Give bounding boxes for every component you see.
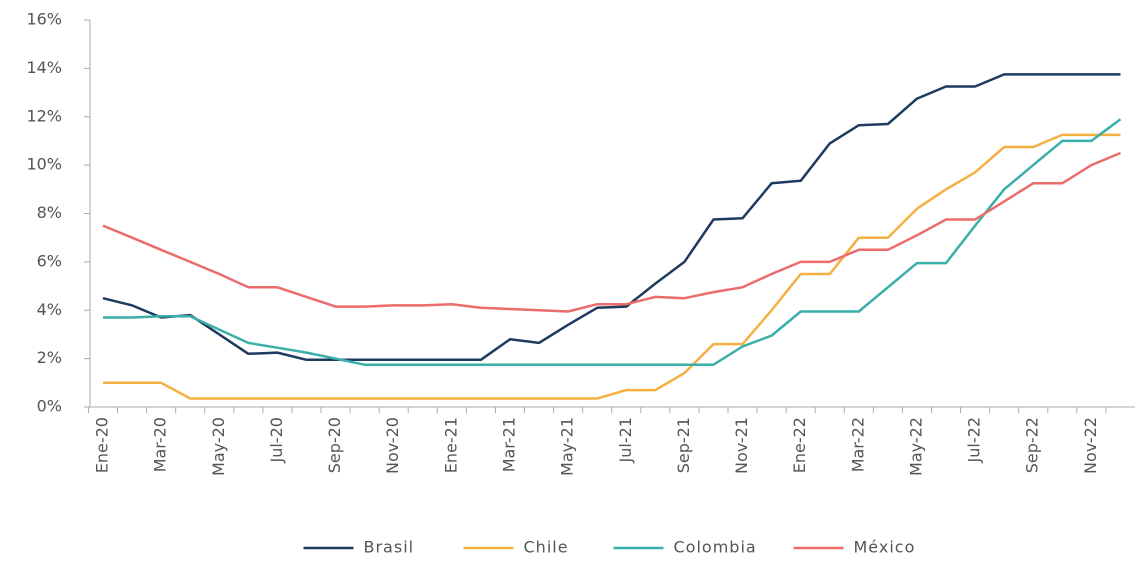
series-line (103, 118, 1122, 366)
legend-label: Colombia (674, 538, 757, 557)
x-tick-label: Ene-22 (790, 417, 809, 473)
y-tick-label: 14% (26, 58, 62, 77)
x-tick-label: Jul-21 (616, 417, 635, 463)
y-tick-label: 10% (26, 155, 62, 174)
y-tick-label: 4% (37, 300, 62, 319)
x-tick-label: Ene-20 (93, 417, 112, 473)
x-tick-label: Sep-20 (325, 417, 344, 473)
y-tick-label: 0% (37, 397, 62, 416)
y-tick-label: 12% (26, 106, 62, 125)
series-line (103, 133, 1121, 400)
x-tick-label: Jul-22 (965, 417, 984, 463)
x-tick-label: Ene-21 (441, 417, 460, 473)
x-tick-label: Mar-20 (151, 417, 170, 472)
x-tick-label: Sep-21 (674, 417, 693, 473)
legend-label: Brasil (364, 538, 415, 557)
series-line (102, 151, 1121, 313)
x-tick-label: Nov-20 (383, 417, 402, 474)
x-tick-label: Nov-21 (732, 417, 751, 474)
x-tick-label: Jul-20 (267, 417, 286, 463)
x-tick-label: May-21 (558, 417, 577, 476)
y-tick-label: 16% (26, 10, 62, 29)
x-tick-label: Sep-22 (1023, 417, 1042, 473)
legend-label: México (854, 538, 916, 557)
y-tick-label: 8% (37, 203, 62, 222)
y-tick-label: 6% (37, 251, 62, 270)
x-tick-label: May-20 (209, 417, 228, 476)
series-line (102, 73, 1121, 362)
x-tick-label: Mar-21 (499, 417, 518, 472)
legend-label: Chile (524, 538, 569, 557)
x-tick-label: Nov-22 (1081, 417, 1100, 474)
x-tick-label: Mar-22 (848, 417, 867, 472)
x-tick-label: May-22 (906, 417, 925, 476)
y-tick-label: 2% (37, 348, 62, 367)
